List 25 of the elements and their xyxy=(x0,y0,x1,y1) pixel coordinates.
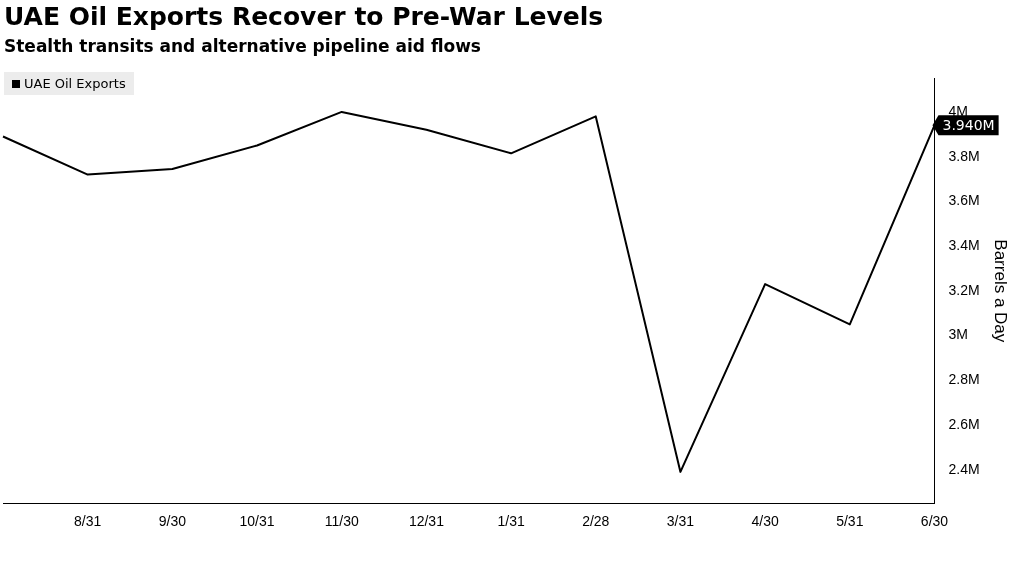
y-tick-label: 3.4M xyxy=(948,236,980,253)
y-tick-label: 4M xyxy=(948,102,968,119)
legend-label: UAE Oil Exports xyxy=(24,76,126,91)
x-tick-label: 4/30 xyxy=(751,513,779,530)
y-tick-label: 3.2M xyxy=(948,281,980,298)
y-tick-label: 2.8M xyxy=(948,371,980,388)
x-tick-label: 3/31 xyxy=(666,513,695,530)
chart-subtitle: Stealth transits and alternative pipeline aid flows xyxy=(4,36,481,56)
chart-title: UAE Oil Exports Recover to Pre-War Levels xyxy=(4,2,604,31)
x-tick-label: 10/31 xyxy=(239,513,275,530)
x-tick-label: 2/28 xyxy=(582,513,610,530)
y-axis-title: Barrels a Day xyxy=(991,239,1011,343)
x-tick-label: 9/30 xyxy=(158,513,187,530)
y-tick-label: 2.6M xyxy=(948,415,980,432)
annotation: 3.940M xyxy=(942,116,995,133)
y-tick-label: 2.4M xyxy=(948,460,980,477)
y-tick-label: 3.8M xyxy=(948,147,980,164)
x-tick-label: 8/31 xyxy=(74,513,102,530)
y-tick-label: 3.6M xyxy=(948,192,980,209)
y-tick-label: 3M xyxy=(948,326,968,343)
x-tick-label: 12/31 xyxy=(408,513,445,530)
x-tick-label: 11/30 xyxy=(324,513,359,530)
x-tick-label: 1/31 xyxy=(497,513,525,530)
x-tick-label: 6/30 xyxy=(920,513,949,530)
x-tick-label: 5/31 xyxy=(836,513,864,530)
